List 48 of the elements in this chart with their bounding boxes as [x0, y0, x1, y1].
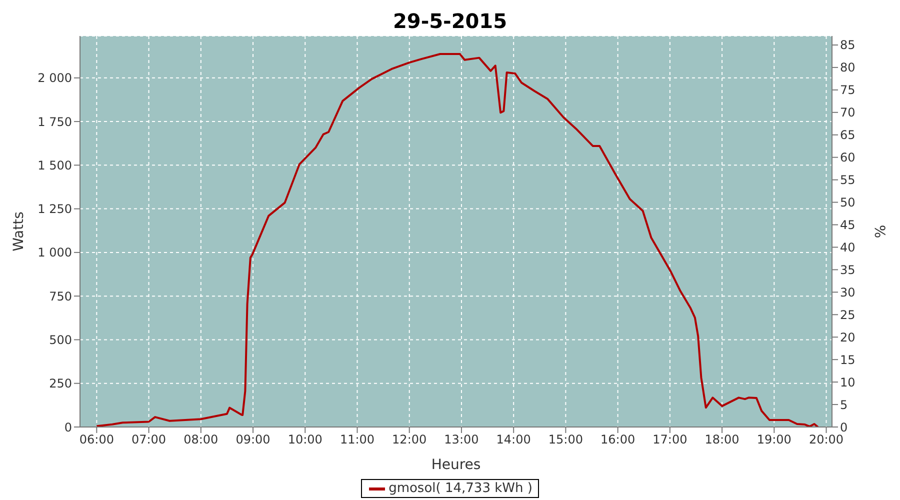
x-tick-label: 09:00 — [236, 432, 270, 447]
y-tick-label: 1 250 — [38, 202, 72, 216]
x-tick-label: 12:00 — [392, 432, 427, 447]
y-axis-title: Watts — [10, 212, 27, 252]
y-tick-label: 250 — [49, 376, 72, 391]
y2-tick-label: 65 — [840, 128, 856, 142]
y2-tick-label: 45 — [840, 218, 856, 232]
x-tick-label: 07:00 — [131, 432, 166, 447]
x-tick-label: 17:00 — [652, 432, 688, 447]
y2-tick-label: 5 — [840, 398, 848, 412]
x-tick-label: 13:00 — [444, 432, 479, 447]
x-tick-label: 19:00 — [756, 432, 792, 447]
x-axis-title: Heures — [431, 457, 481, 473]
y2-tick-label: 15 — [840, 352, 856, 367]
y-tick-label: 750 — [49, 289, 72, 304]
y2-tick-label: 70 — [840, 106, 856, 120]
y2-tick-label: 20 — [840, 330, 856, 344]
y2-tick-label: 40 — [840, 240, 856, 254]
legend-label: gmosol( 14,733 kWh ) — [388, 481, 532, 496]
x-tick-label: 15:00 — [548, 432, 583, 447]
y-tick-label: 500 — [49, 332, 72, 347]
x-tick-label: 11:00 — [340, 432, 375, 447]
y2-tick-label: 35 — [840, 262, 856, 277]
y2-tick-label: 25 — [840, 308, 856, 322]
y-tick-label: 2 000 — [38, 71, 72, 86]
x-tick-label: 06:00 — [79, 432, 114, 447]
y2-axis-title: % — [871, 224, 888, 238]
y2-tick-label: 60 — [840, 150, 856, 165]
y2-tick-label: 55 — [840, 173, 856, 188]
y2-tick-label: 75 — [840, 83, 856, 98]
y2-tick-label: 0 — [840, 420, 848, 434]
y-tick-label: 1 000 — [38, 246, 72, 260]
y2-tick-label: 85 — [840, 38, 856, 52]
y-tick-label: 0 — [64, 420, 72, 434]
x-tick-label: 20:00 — [808, 432, 844, 447]
x-tick-label: 10:00 — [288, 432, 322, 447]
x-tick-label: 16:00 — [600, 432, 636, 447]
y-tick-label: 1 500 — [38, 158, 72, 172]
y-tick-label: 1 750 — [38, 114, 72, 129]
line-series — [96, 52, 819, 427]
chart-title: 29-5-2015 — [392, 8, 508, 35]
y2-tick-label: 30 — [840, 285, 856, 300]
x-tick-label: 14:00 — [496, 432, 531, 447]
y2-tick-label: 50 — [840, 196, 856, 210]
x-tick-label: 08:00 — [184, 432, 218, 447]
y2-tick-label: 10 — [840, 375, 856, 390]
x-tick-label: 18:00 — [704, 432, 740, 447]
y2-tick-label: 80 — [840, 60, 856, 75]
